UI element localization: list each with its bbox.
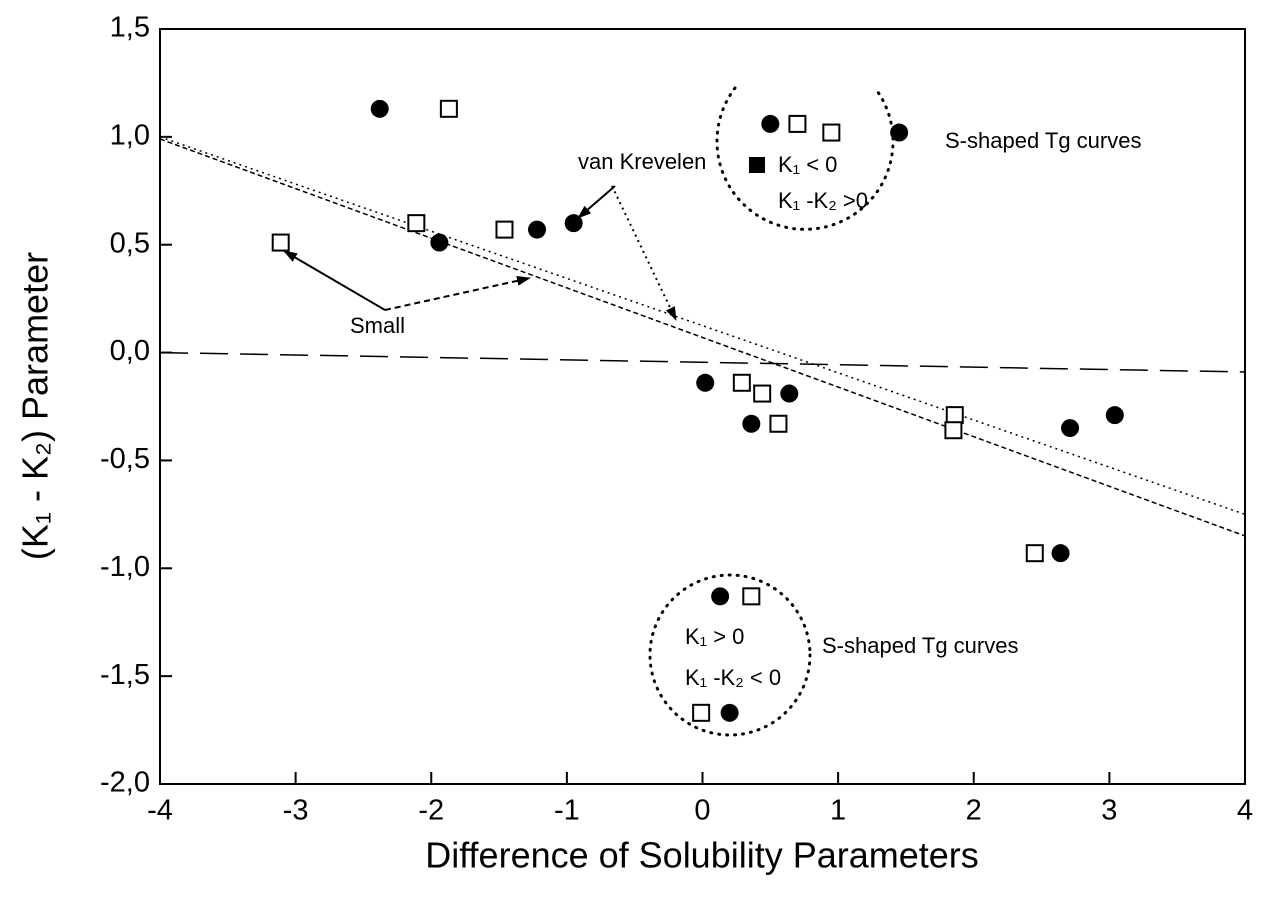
point [788, 114, 807, 133]
annotation-arrow [577, 185, 616, 219]
x-tick-label: -2 [418, 795, 444, 827]
annotation-circle [648, 573, 812, 737]
point [890, 123, 909, 142]
annotation-marker [749, 157, 765, 173]
point [370, 99, 389, 118]
point [407, 214, 426, 233]
x-tick-label: 2 [966, 795, 982, 827]
y-tick-label: 1,0 [110, 120, 150, 152]
x-tick-label: 0 [694, 795, 710, 827]
point [753, 384, 772, 403]
annotation-arrow [611, 185, 677, 321]
x-tick-label: 1 [830, 795, 846, 827]
point [732, 373, 751, 392]
y-tick-label: 0,0 [110, 335, 150, 367]
x-tick-label: -4 [147, 795, 173, 827]
point [495, 220, 514, 239]
y-tick-label: 1,5 [110, 12, 150, 44]
x-tick-label: -3 [283, 795, 309, 827]
y-tick-label: 0,5 [110, 227, 150, 259]
point [720, 703, 739, 722]
x-axis-title: Difference of Solubility Parameters [425, 835, 979, 876]
annotation: K₁ -K₂ < 0 [685, 665, 781, 690]
point [696, 373, 715, 392]
point [822, 123, 841, 142]
annotation: S-shaped Tg curves [945, 128, 1141, 153]
point [430, 233, 449, 252]
y-tick-label: -2,0 [100, 767, 150, 799]
y-tick-label: -1,5 [100, 659, 150, 691]
annotation: van Krevelen [578, 149, 706, 174]
annotation-arrow [283, 250, 386, 311]
y-tick-label: -1,0 [100, 551, 150, 583]
annotation: K₁ -K₂ >0 [778, 188, 868, 213]
x-tick-label: 4 [1237, 795, 1253, 827]
y-tick-label: -0,5 [100, 443, 150, 475]
point [1051, 544, 1070, 563]
annotation: K₁ > 0 [685, 624, 744, 649]
annotation-arrow [384, 275, 531, 311]
annotation-circle [715, 86, 895, 231]
point [711, 587, 730, 606]
y-axis-title: (K₁ - K₂) Parameter [15, 252, 56, 560]
point [742, 587, 761, 606]
point [780, 384, 799, 403]
point [439, 99, 458, 118]
point [1105, 406, 1124, 425]
fit-line [159, 138, 1246, 537]
point [761, 114, 780, 133]
annotation: Small [350, 313, 405, 338]
point [1061, 419, 1080, 438]
point [1025, 544, 1044, 563]
fit-line [159, 136, 1246, 516]
annotation: K₁ < 0 [778, 152, 837, 177]
point [564, 214, 583, 233]
x-tick-label: -1 [554, 795, 580, 827]
point [528, 220, 547, 239]
point [742, 414, 761, 433]
fit-line [159, 351, 1246, 373]
point [944, 421, 963, 440]
point [692, 703, 711, 722]
annotation: S-shaped Tg curves [822, 633, 1018, 658]
point [945, 406, 964, 425]
x-tick-label: 3 [1101, 795, 1117, 827]
point [271, 233, 290, 252]
point [769, 414, 788, 433]
